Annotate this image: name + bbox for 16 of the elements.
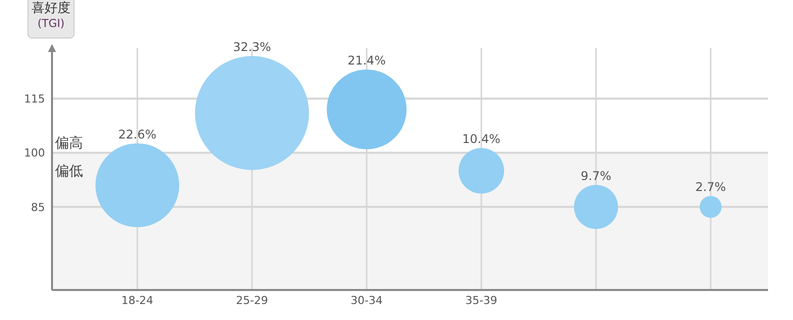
annotation: 32.3%	[232, 40, 272, 54]
x-tick-label: 25-29	[236, 294, 268, 307]
annotation: 偏高	[55, 136, 83, 152]
annotation: 10.4%	[462, 132, 500, 146]
y-tick-label: 115	[24, 92, 45, 106]
annotation: 21.4%	[348, 54, 386, 68]
band-label: 偏低	[55, 164, 83, 180]
y-axis-title: 喜好度 (TGI)	[32, 0, 70, 30]
x-tick-label: 18-24	[121, 294, 154, 307]
y-tick-label: 100	[24, 146, 45, 160]
x-tick-label: 35-39	[465, 294, 498, 307]
annotation: 22.6%	[118, 127, 156, 142]
annotation: 9.7%	[580, 168, 612, 183]
x-tick-label: 30-34	[350, 294, 383, 307]
annotation: 2.7%	[695, 180, 726, 194]
y-tick-label: 85	[31, 200, 45, 214]
